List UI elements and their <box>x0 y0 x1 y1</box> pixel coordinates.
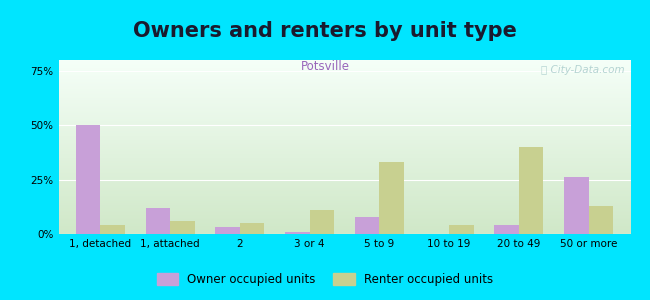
Bar <box>495 225 519 234</box>
Bar <box>564 177 589 234</box>
Bar <box>76 125 100 234</box>
Bar <box>215 227 240 234</box>
Bar <box>240 223 265 234</box>
Bar <box>519 147 543 234</box>
Bar <box>146 208 170 234</box>
Bar <box>170 221 194 234</box>
Bar <box>380 162 404 234</box>
Text: Potsville: Potsville <box>300 60 350 73</box>
Text: Owners and renters by unit type: Owners and renters by unit type <box>133 21 517 41</box>
Bar <box>100 225 125 234</box>
Bar <box>449 225 474 234</box>
Legend: Owner occupied units, Renter occupied units: Owner occupied units, Renter occupied un… <box>152 268 498 291</box>
Bar <box>309 210 334 234</box>
Bar <box>589 206 613 234</box>
Bar <box>285 232 309 234</box>
Text: ⓘ City-Data.com: ⓘ City-Data.com <box>541 65 625 75</box>
Bar <box>355 217 380 234</box>
